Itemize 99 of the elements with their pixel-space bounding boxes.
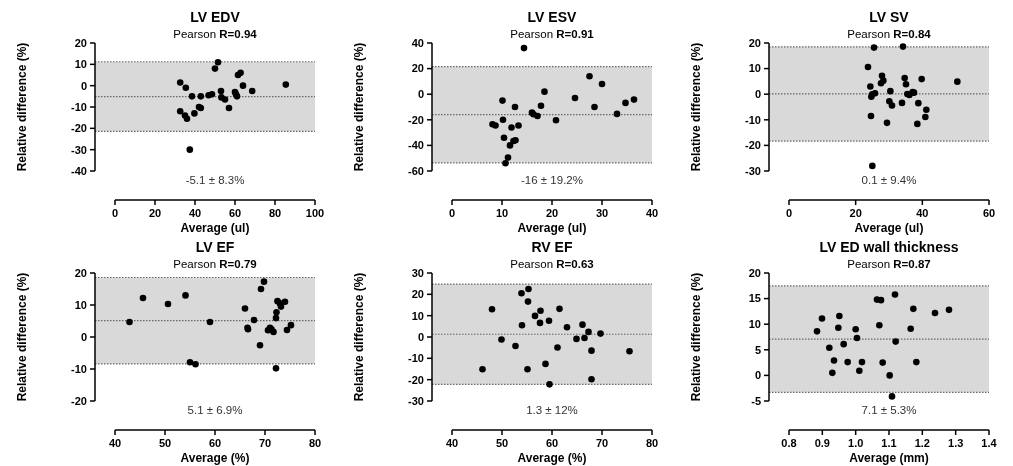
text: Pearson R=0.84 <box>847 28 932 40</box>
y-tick-label: -30 <box>408 394 424 407</box>
y-tick-label: -60 <box>408 164 424 177</box>
y-tick-label: -10 <box>71 100 87 113</box>
y-tick-label: 20 <box>748 266 761 279</box>
x-tick-label: 70 <box>258 437 272 449</box>
y-tick-label: -10 <box>71 362 87 375</box>
y-tick-label: 5 <box>754 343 761 356</box>
x-tick-label: 40 <box>188 207 202 219</box>
text: 1.3 ± 12% <box>526 404 578 416</box>
y-tick-label: 0 <box>754 88 761 101</box>
y-tick-label: 0 <box>80 330 87 343</box>
x-tick-label: 100 <box>305 207 325 219</box>
x-axis-title: Average (%) <box>180 451 250 465</box>
y-tick-label: 10 <box>74 58 87 71</box>
x-axis-title: Average (%) <box>517 451 587 465</box>
x-tick-label: 80 <box>268 207 282 219</box>
chart-title: LV SV <box>869 9 910 25</box>
y-tick-label: -10 <box>745 113 761 126</box>
y-tick-label: -20 <box>745 139 761 152</box>
x-tick-label: 1.2 <box>914 437 930 449</box>
text: Pearson R=0.87 <box>847 258 931 270</box>
y-tick-label: 30 <box>411 266 424 279</box>
x-tick-label: 40 <box>645 207 659 219</box>
y-tick-label: -20 <box>408 373 424 386</box>
text: -16 ± 19.2% <box>521 174 583 186</box>
x-tick-label: 40 <box>108 437 122 449</box>
x-tick-label: 0 <box>111 207 119 219</box>
y-tick-label: 20 <box>411 62 424 75</box>
text: 7.1 ± 5.3% <box>861 404 917 416</box>
x-axis-title: Average (ul) <box>180 221 250 235</box>
x-tick-label: 0.8 <box>781 437 797 449</box>
y-tick-label: 20 <box>411 288 424 301</box>
y-axis-title: Relative difference (%) <box>15 42 29 172</box>
x-tick-label: 1.1 <box>881 437 897 449</box>
chart-title: LV ESV <box>527 9 578 25</box>
y-tick-label: 20 <box>748 36 761 49</box>
y-axis-title: Relative difference (%) <box>352 272 366 402</box>
chart-title: LV ED wall thickness <box>819 239 959 255</box>
y-tick-label: -20 <box>71 394 87 407</box>
x-tick-label: 1.0 <box>848 437 864 449</box>
x-tick-label: 40 <box>916 207 929 219</box>
y-tick-label: -40 <box>71 164 87 177</box>
y-tick-label: -10 <box>408 352 424 365</box>
y-axis-title: Relative difference (%) <box>352 42 366 172</box>
x-tick-label: 0 <box>785 207 793 219</box>
chart-title: RV EF <box>531 239 573 255</box>
y-tick-label: 0 <box>754 369 761 382</box>
x-tick-label: 80 <box>645 437 659 449</box>
y-tick-label: -30 <box>745 164 761 177</box>
y-tick-label: 0 <box>417 330 424 343</box>
x-tick-label: 0.9 <box>814 437 830 449</box>
text: -5.1 ± 8.3% <box>185 174 245 186</box>
x-tick-label: 80 <box>308 437 322 449</box>
y-tick-label: -20 <box>71 122 87 135</box>
text: Pearson R=0.94 <box>173 28 258 40</box>
x-tick-label: 10 <box>495 207 509 219</box>
y-tick-label: 40 <box>411 36 424 49</box>
chart-title: LV EDV <box>190 9 241 25</box>
x-axis-title: Average (mm) <box>849 451 929 465</box>
x-tick-label: 30 <box>595 207 609 219</box>
x-tick-label: 60 <box>228 207 242 219</box>
x-tick-label: 60 <box>545 437 559 449</box>
x-axis-title: Average (ul) <box>854 221 924 235</box>
y-tick-label: 10 <box>74 298 87 311</box>
y-tick-label: 10 <box>748 62 761 75</box>
y-tick-label: 0 <box>80 79 87 92</box>
y-tick-label: -5 <box>751 394 761 407</box>
x-tick-label: 20 <box>849 207 862 219</box>
x-tick-label: 1.3 <box>948 437 964 449</box>
y-axis-title: Relative difference (%) <box>689 42 703 172</box>
x-tick-label: 60 <box>982 207 996 219</box>
x-tick-label: 0 <box>448 207 456 219</box>
text: Pearson R=0.91 <box>510 28 595 40</box>
y-tick-label: 10 <box>411 309 424 322</box>
x-tick-label: 20 <box>148 207 162 219</box>
text: Pearson R=0.63 <box>510 258 594 270</box>
x-tick-label: 40 <box>445 437 459 449</box>
x-tick-label: 60 <box>208 437 222 449</box>
y-tick-label: -20 <box>408 113 424 126</box>
x-axis-title: Average (ul) <box>517 221 587 235</box>
x-tick-label: 20 <box>545 207 559 219</box>
y-tick-label: -40 <box>408 139 424 152</box>
x-tick-label: 50 <box>158 437 172 449</box>
y-axis-title: Relative difference (%) <box>689 272 703 402</box>
text: 5.1 ± 6.9% <box>187 404 243 416</box>
y-tick-label: 0 <box>417 88 424 101</box>
y-tick-label: 10 <box>748 318 761 331</box>
chart-title: LV EF <box>195 239 235 255</box>
y-axis-title: Relative difference (%) <box>15 272 29 402</box>
y-tick-label: 15 <box>748 292 761 305</box>
y-tick-label: -30 <box>71 143 87 156</box>
x-tick-label: 70 <box>595 437 609 449</box>
text: 0.1 ± 9.4% <box>861 174 917 186</box>
y-tick-label: 20 <box>74 36 87 49</box>
x-tick-label: 50 <box>495 437 509 449</box>
y-tick-label: 20 <box>74 266 87 279</box>
text: Pearson R=0.79 <box>173 258 257 270</box>
x-tick-label: 1.4 <box>981 437 998 449</box>
